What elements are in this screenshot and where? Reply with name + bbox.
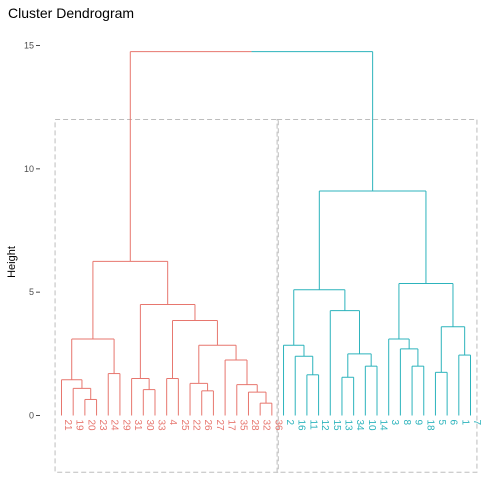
merge-n	[224, 359, 248, 416]
merge-o	[198, 344, 237, 384]
merge-r	[92, 260, 169, 340]
leaf-label: 24	[109, 420, 120, 432]
merge-g	[131, 378, 150, 416]
merge-z	[293, 289, 346, 346]
leaf-labels: 21 19 20 23 24 29 31 30 33 4 25 22 26 27 17 35 28 32 36 2 16…	[62, 420, 482, 432]
leaf-label: 9	[413, 420, 424, 426]
merge-s	[306, 374, 320, 416]
leaf-label: 29	[120, 420, 131, 432]
merge-u	[283, 344, 305, 416]
merge-m	[236, 384, 258, 416]
leaf-label: 23	[97, 420, 108, 432]
merge-e	[71, 338, 115, 380]
merge-q	[139, 304, 196, 379]
leaf-label: 27	[214, 420, 225, 432]
leaf-label: 28	[249, 420, 260, 432]
leaf-label: 31	[132, 420, 143, 432]
merge-t	[294, 355, 314, 416]
leaf-label: 15	[331, 420, 342, 432]
cluster-box-2	[276, 119, 478, 473]
merge-p	[172, 320, 218, 379]
merge-f	[142, 389, 156, 416]
leaf-label: 19	[74, 420, 85, 432]
dendrogram-branches	[61, 51, 471, 416]
leaf-label: 21	[62, 420, 73, 432]
leaf-label: 30	[144, 420, 155, 432]
merge-x	[347, 353, 372, 378]
leaf-label: 34	[354, 420, 365, 432]
merge-ab	[399, 348, 419, 416]
y-tick-label: 0	[29, 411, 34, 421]
merge-j	[189, 382, 209, 416]
leaf-label: 22	[191, 420, 202, 432]
leaf-label: 7	[471, 420, 482, 426]
leaf-label: 32	[261, 420, 272, 432]
merge-c	[61, 379, 83, 416]
leaf-label: 4	[167, 420, 178, 426]
merge-w	[364, 365, 378, 416]
leaf-label: 26	[202, 420, 213, 432]
merge-root	[129, 51, 374, 262]
merge-b	[72, 387, 92, 416]
merge-y	[329, 310, 360, 416]
leaf-label: 16	[296, 420, 307, 432]
merge-af	[440, 326, 466, 373]
leaf-label: 1	[459, 420, 470, 426]
leaf-label: 20	[85, 420, 96, 432]
leaf-label: 36	[272, 420, 283, 432]
leaf-label: 5	[436, 420, 447, 426]
leaf-label: 14	[378, 420, 389, 432]
merge-l	[247, 391, 267, 416]
y-tick-label: 15	[24, 41, 34, 51]
merge-ah	[318, 190, 427, 290]
leaf-label: 35	[237, 420, 248, 432]
merge-ad	[434, 371, 448, 416]
y-tick-label: 10	[24, 164, 34, 174]
y-axis-title: Height	[6, 246, 18, 278]
merge-ac	[388, 338, 410, 416]
merge-ae	[458, 354, 471, 416]
merge-v	[341, 376, 355, 416]
merge-aa	[411, 365, 425, 416]
leaf-label: 8	[401, 420, 412, 426]
leaf-label: 33	[155, 420, 166, 432]
y-tick-label: 5	[29, 287, 34, 297]
leaf-label: 2	[284, 420, 295, 426]
merge-k	[259, 402, 273, 416]
leaf-label: 25	[179, 420, 190, 432]
merge-h	[166, 378, 179, 416]
leaf-label: 11	[307, 420, 318, 431]
leaf-label: 12	[319, 420, 330, 432]
merge-i	[201, 390, 214, 416]
leaf-label: 10	[366, 420, 377, 432]
leaf-label: 13	[342, 420, 353, 432]
merge-d	[107, 373, 121, 416]
y-axis: 0 5 10 15	[24, 41, 40, 421]
leaf-label: 18	[424, 420, 435, 432]
merge-a	[84, 398, 98, 416]
merge-ag	[398, 283, 454, 340]
chart-title: Cluster Dendrogram	[8, 5, 134, 21]
cluster-boxes	[54, 119, 478, 473]
leaf-label: 6	[448, 420, 459, 426]
leaf-label: 3	[389, 420, 400, 426]
leaf-label: 17	[226, 420, 237, 432]
